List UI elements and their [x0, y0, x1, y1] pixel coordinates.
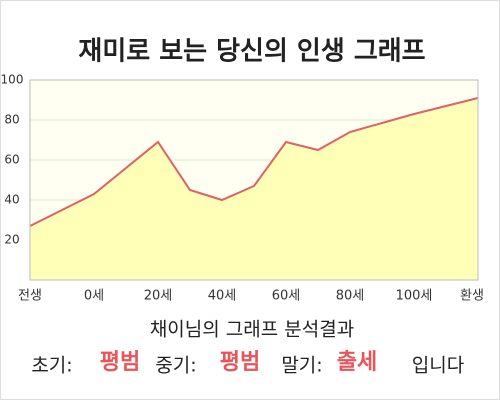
- x-tick-label: 100세: [396, 289, 433, 304]
- phase-result: 평범: [100, 350, 140, 375]
- y-tick-label: 60: [4, 153, 19, 167]
- x-tick-label: 80세: [336, 289, 365, 304]
- phase-label: 말기:: [281, 355, 322, 377]
- phase-label: 중기:: [155, 355, 196, 377]
- analysis-title: 채이님의 그래프 분석결과: [150, 319, 354, 341]
- x-tick-label: 0세: [84, 289, 104, 304]
- phase-result: 출세: [337, 350, 377, 375]
- plot-border: [29, 79, 479, 281]
- x-tick-label: 전생: [18, 289, 42, 304]
- chart-title: 재미로 보는 당신의 인생 그래프: [78, 37, 425, 67]
- phase-label: 초기:: [31, 355, 72, 377]
- x-tick-label: 20세: [144, 289, 173, 304]
- analysis-suffix: 입니다: [412, 355, 464, 377]
- y-tick-label: 20: [4, 233, 19, 247]
- line: [29, 97, 479, 227]
- phase-result: 평범: [220, 350, 260, 375]
- y-tick-label: 40: [4, 193, 19, 207]
- y-tick-label: 80: [4, 113, 19, 127]
- y-tick-label: 100: [1, 73, 24, 87]
- x-tick-label: 40세: [208, 289, 237, 304]
- x-tick-label: 60세: [272, 289, 301, 304]
- x-tick-label: 환생: [460, 289, 484, 304]
- area: [30, 98, 478, 280]
